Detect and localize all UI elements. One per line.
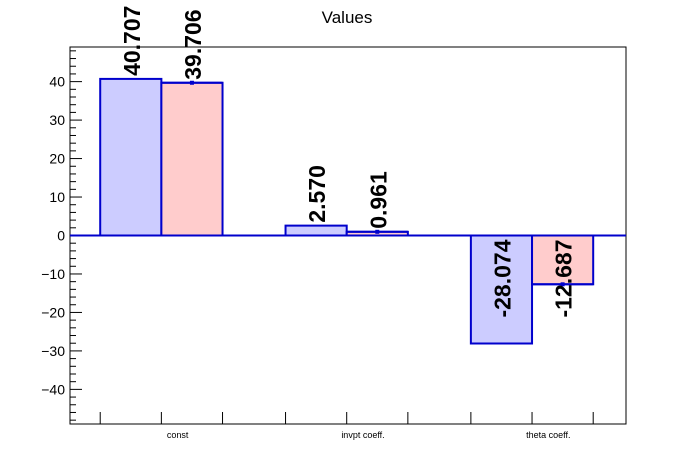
value-label-1-3: -28.074 xyxy=(489,239,515,317)
value-label-2-1: 39.706 xyxy=(180,9,206,79)
x-category-label: invpt coeff. xyxy=(341,430,384,440)
y-tick-label: 10 xyxy=(49,189,65,205)
y-tick-label: 30 xyxy=(49,112,65,128)
bar-1-3 xyxy=(469,234,534,345)
error-marker xyxy=(189,80,194,85)
bar-2-1 xyxy=(160,81,224,237)
error-marker xyxy=(560,282,565,287)
value-label-1-1: 40.707 xyxy=(119,6,145,76)
bar-1-2 xyxy=(284,224,348,237)
y-tick-label: 20 xyxy=(49,151,65,167)
chart-title: Values xyxy=(322,8,373,27)
y-tick-label: −20 xyxy=(41,304,65,320)
x-category-label: theta coeff. xyxy=(526,430,570,440)
error-marker xyxy=(375,229,380,234)
value-label-2-3: -12.687 xyxy=(551,240,577,318)
x-category-label: const xyxy=(167,430,189,440)
y-tick-label: −30 xyxy=(41,343,65,359)
bar-1-1 xyxy=(99,77,163,237)
y-tick-label: 0 xyxy=(57,228,65,244)
y-tick-label: 40 xyxy=(49,74,65,90)
value-label-2-2: 0.961 xyxy=(365,171,391,229)
y-tick-label: −10 xyxy=(41,266,65,282)
value-label-1-2: 2.570 xyxy=(304,165,330,223)
y-tick-label: −40 xyxy=(41,381,65,397)
